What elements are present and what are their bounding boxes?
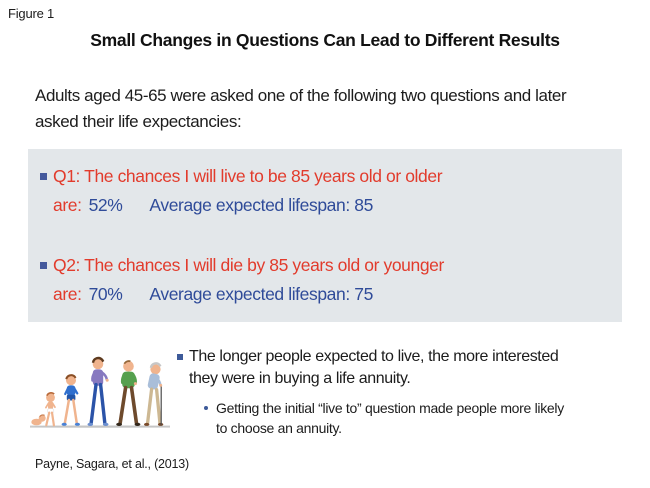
sub-bullet-line2: to choose an annuity. — [216, 420, 342, 436]
q2-answer-percent: 70% — [88, 284, 123, 304]
question-item-q2: Q2: The chances I will die by 85 years o… — [40, 251, 608, 309]
dot-bullet-icon — [204, 406, 208, 410]
findings-section: The longer people expected to live, the … — [177, 346, 564, 438]
main-bullet-item: The longer people expected to live, the … — [177, 346, 564, 390]
question-q2-text: Q2: The chances I will die by 85 years o… — [53, 251, 444, 309]
page-title: Small Changes in Questions Can Lead to D… — [90, 30, 560, 50]
question-box: Q1: The chances I will live to be 85 yea… — [28, 149, 622, 322]
aging-people-svg — [30, 356, 170, 428]
intro-line-1: Adults aged 45-65 were asked one of the … — [35, 86, 567, 105]
figure-label: Figure 1 — [8, 6, 55, 21]
elderly-man-figure — [144, 362, 164, 426]
main-bullet-text: The longer people expected to live, the … — [189, 346, 559, 390]
q2-answer-line: are: 70% Average expected lifespan: 75 — [53, 280, 444, 309]
main-bullet-line2: they were in buying a life annuity. — [189, 370, 411, 387]
main-bullet-line1: The longer people expected to live, the … — [189, 348, 559, 365]
q2-question-line1: Q2: The chances I will die by 85 years o… — [53, 255, 444, 275]
square-bullet-icon — [40, 262, 47, 269]
young-man-figure — [87, 356, 109, 426]
middle-aged-man-figure — [116, 360, 141, 426]
square-bullet-icon — [40, 173, 47, 180]
boy-figure — [61, 374, 80, 426]
sub-bullet-line1: Getting the initial “live to” question m… — [216, 400, 564, 416]
cane — [160, 386, 162, 426]
baby-figure — [31, 414, 46, 426]
aging-people-illustration — [30, 350, 170, 432]
sub-bullet-text: Getting the initial “live to” question m… — [216, 398, 564, 438]
q1-answer-percent: 52% — [88, 195, 123, 215]
square-bullet-icon — [177, 354, 183, 360]
toddler-figure — [45, 392, 56, 427]
q1-question-prefix: are: — [53, 195, 82, 215]
q1-lifespan: Average expected lifespan: 85 — [149, 195, 373, 215]
q1-answer-line: are: 52% Average expected lifespan: 85 — [53, 191, 442, 220]
q2-lifespan: Average expected lifespan: 75 — [149, 284, 373, 304]
q1-question-line1: Q1: The chances I will live to be 85 yea… — [53, 166, 443, 186]
intro-text: Adults aged 45-65 were asked one of the … — [35, 83, 567, 135]
question-q1-text: Q1: The chances I will live to be 85 yea… — [53, 162, 443, 220]
ground-line — [30, 425, 170, 428]
citation: Payne, Sagara, et al., (2013) — [35, 457, 190, 471]
q2-question-prefix: are: — [53, 284, 82, 304]
question-item-q1: Q1: The chances I will live to be 85 yea… — [40, 162, 608, 220]
intro-line-2: asked their life expectancies: — [35, 112, 242, 131]
sub-bullet-item: Getting the initial “live to” question m… — [204, 398, 564, 438]
